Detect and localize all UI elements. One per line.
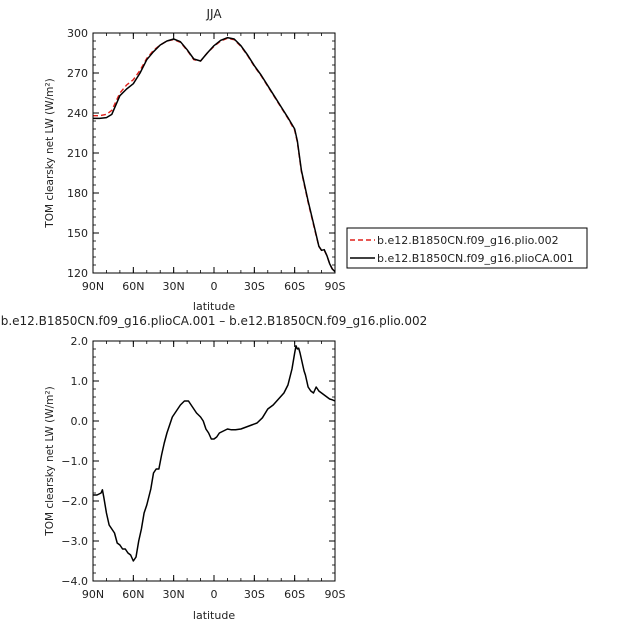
legend-label-2: b.e12.B1850CN.f09_g16.plioCA.001 — [377, 252, 574, 265]
panel-bottom-plot-area — [93, 345, 336, 562]
panel-bottom: b.e12.B1850CN.f09_g16.plioCA.001 – b.e12… — [1, 314, 428, 622]
panel-top-ticks: 90N 60N 30N 0 30S 60S 90S 120 150 180 210 240 270 300 — [67, 27, 346, 293]
panel-top-y-tick-label: 120 — [67, 267, 88, 280]
panel-bottom-x-tick-label: 30S — [244, 588, 265, 601]
panel-bottom-x-tick-label: 30N — [163, 588, 185, 601]
panel-bottom-title: b.e12.B1850CN.f09_g16.plioCA.001 – b.e12… — [1, 314, 428, 328]
panel-bottom-x-axis-label: latitude — [193, 609, 235, 622]
panel-bottom-y-tick-label: −4.0 — [61, 575, 88, 588]
panel-bottom-y-tick-label: −1.0 — [61, 455, 88, 468]
panel-bottom-frame — [92, 340, 336, 582]
panel-top-x-tick-label: 30N — [163, 280, 185, 293]
panel-top-plot-area — [93, 36, 336, 273]
panel-top-series-line-2 — [93, 36, 336, 273]
panel-bottom-y-tick-label: −2.0 — [61, 495, 88, 508]
panel-top-x-tick-label: 60N — [122, 280, 144, 293]
panel-top-x-tick-label: 90S — [325, 280, 346, 293]
panel-top-y-axis-label-text: TOM clearsky net LW (W/m²) — [44, 78, 56, 228]
panel-bottom-y-axis-label-text: TOM clearsky net LW (W/m²) — [44, 386, 56, 536]
panel-top-y-tick-label: 210 — [67, 147, 88, 160]
panel-top-legend: b.e12.B1850CN.f09_g16.plio.002 b.e12.B185… — [346, 227, 588, 269]
panel-bottom-x-tick-label: 60S — [284, 588, 305, 601]
panel-top-y-tick-label: 240 — [67, 107, 88, 120]
panel-top-x-tick-label: 30S — [244, 280, 265, 293]
panel-bottom-x-tick-label: 90S — [325, 588, 346, 601]
panel-bottom-x-tick-label: 90N — [82, 588, 104, 601]
panel-bottom-y-tick-label: 0.0 — [71, 415, 89, 428]
panel-bottom-x-tick-label: 60N — [122, 588, 144, 601]
panel-top-y-tick-label: 180 — [67, 187, 88, 200]
panel-top-x-axis-label: latitude — [193, 300, 235, 313]
panel-top-y-tick-label: 150 — [67, 227, 88, 240]
panel-bottom-y-tick-label: 1.0 — [71, 375, 89, 388]
panel-top-y-tick-label: 300 — [67, 27, 88, 40]
panel-top-x-tick-label: 60S — [284, 280, 305, 293]
panel-bottom-y-tick-label: 2.0 — [71, 335, 89, 348]
panel-bottom-y-tick-label: −3.0 — [61, 535, 88, 548]
legend-box — [346, 227, 588, 269]
panel-top-y-tick-label: 270 — [67, 67, 88, 80]
panel-top: JJA TOM clearsky net LW (W/m²) latitude … — [44, 7, 588, 313]
panel-bottom-x-tick-label: 0 — [211, 588, 218, 601]
panel-top-x-tick-label: 90N — [82, 280, 104, 293]
panel-bottom-series-line-1 — [93, 345, 336, 562]
panel-top-y-axis-label: TOM clearsky net LW (W/m²) — [44, 78, 56, 228]
panel-top-x-tick-label: 0 — [211, 280, 218, 293]
legend-label-1: b.e12.B1850CN.f09_g16.plio.002 — [377, 234, 559, 247]
panel-bottom-ticks: 90N 60N 30N 0 30S 60S 90S −4.0 −3.0 −2.0 −1.0 0.0 1.… — [61, 335, 345, 601]
panel-bottom-y-axis-label: TOM clearsky net LW (W/m²) — [44, 386, 56, 536]
panel-top-title: JJA — [205, 7, 222, 21]
